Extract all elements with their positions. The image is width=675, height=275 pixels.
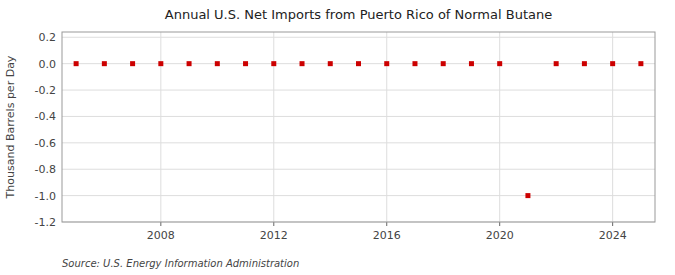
point <box>469 61 474 66</box>
point <box>554 61 559 66</box>
source-note: Source: U.S. Energy Information Administ… <box>62 258 299 269</box>
point <box>610 61 615 66</box>
point <box>328 61 333 66</box>
x-grid-line <box>612 32 613 222</box>
x-grid-line <box>273 32 274 222</box>
plot-frame <box>62 32 655 222</box>
x-tick <box>160 222 161 226</box>
y-grid-line <box>62 195 655 196</box>
point <box>497 61 502 66</box>
x-tick-label: 2016 <box>373 229 401 242</box>
y-tick-label: -0.6 <box>35 137 56 150</box>
x-tick <box>273 222 274 226</box>
y-tick-label: -1.0 <box>35 190 56 203</box>
point <box>582 61 587 66</box>
x-tick <box>499 222 500 226</box>
point <box>158 61 163 66</box>
point <box>300 61 305 66</box>
x-tick-label: 2012 <box>260 229 288 242</box>
y-tick-label: -0.4 <box>35 110 56 123</box>
x-grid-line <box>499 32 500 222</box>
point <box>130 61 135 66</box>
point <box>74 61 79 66</box>
y-tick-label: -0.2 <box>35 84 56 97</box>
x-tick-label: 2020 <box>486 229 514 242</box>
point <box>271 61 276 66</box>
y-grid-line <box>62 116 655 117</box>
point <box>215 61 220 66</box>
x-grid-line <box>386 32 387 222</box>
y-tick-label: -0.8 <box>35 163 56 176</box>
x-tick-label: 2008 <box>147 229 175 242</box>
y-grid-line <box>62 169 655 170</box>
point <box>638 61 643 66</box>
x-grid-line <box>160 32 161 222</box>
x-tick-label: 2024 <box>599 229 627 242</box>
x-tick <box>386 222 387 226</box>
y-tick-label: -1.2 <box>35 216 56 229</box>
point <box>412 61 417 66</box>
y-tick-label: 0.2 <box>39 31 57 44</box>
grid <box>62 32 655 222</box>
points <box>74 61 644 198</box>
point <box>525 193 530 198</box>
y-grid-line <box>62 90 655 91</box>
title: Annual U.S. Net Imports from Puerto Rico… <box>165 7 552 22</box>
y-grid-line <box>62 142 655 143</box>
point <box>384 61 389 66</box>
y-axis-label: Thousand Barrels per Day <box>4 55 17 199</box>
point <box>243 61 248 66</box>
point <box>356 61 361 66</box>
point <box>102 61 107 66</box>
point <box>187 61 192 66</box>
x-tick <box>612 222 613 226</box>
point <box>441 61 446 66</box>
y-grid-line <box>62 37 655 38</box>
y-tick-label: 0.0 <box>39 58 57 71</box>
chart: Annual U.S. Net Imports from Puerto Rico… <box>0 0 675 275</box>
